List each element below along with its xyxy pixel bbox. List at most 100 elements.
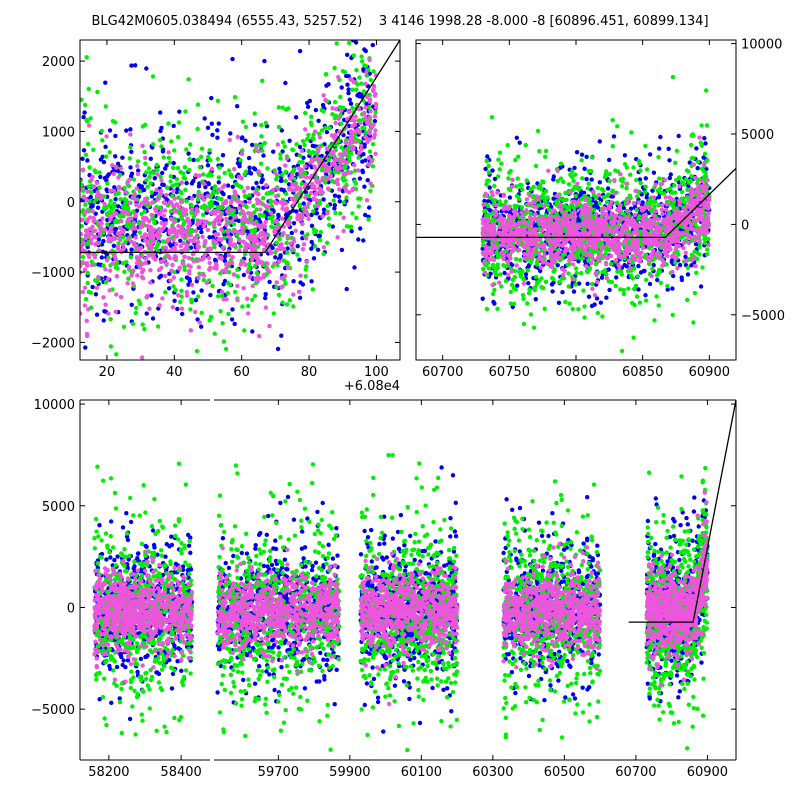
data-point-blue [149,194,155,199]
data-point-magenta [106,235,111,240]
data-point-magenta [257,333,262,339]
data-point-magenta [111,188,117,194]
data-point-magenta [334,106,339,112]
data-point-blue [578,192,583,197]
data-point-magenta [178,200,184,205]
data-point-blue [279,178,284,183]
data-point-blue [324,129,330,135]
data-point-green [84,117,89,123]
data-point-green [294,142,299,147]
data-point-blue [526,264,531,269]
data-point-green [247,261,252,267]
data-point-magenta [224,209,230,214]
data-point-green [103,104,109,109]
data-point-blue [685,272,691,277]
data-point-magenta [296,192,301,197]
data-point-magenta [266,204,271,209]
data-point-blue [337,199,342,204]
data-point-green [486,170,492,175]
data-point-magenta [241,286,246,291]
data-point-magenta [271,187,276,193]
data-point-magenta [251,233,257,239]
data-point-magenta [92,228,98,233]
data-point-green [344,195,349,200]
data-point-magenta [107,268,113,273]
data-point-green [154,162,159,168]
data-point-green [146,166,152,171]
data-point-green [209,173,214,178]
data-point-magenta [267,323,272,329]
data-point-blue [263,292,268,297]
data-point-blue [101,318,106,323]
data-point-green [642,190,648,195]
data-point-green [261,196,266,201]
data-point-magenta [178,244,183,249]
data-point-green [87,165,92,170]
data-point-blue [267,279,272,285]
data-point-green [333,210,338,216]
data-point-green [679,189,685,195]
data-point-green [624,185,629,191]
data-point-magenta [189,196,195,201]
data-point-green [621,291,627,297]
data-point-blue [295,244,300,249]
data-point-magenta [223,198,229,204]
data-point-green [97,170,102,175]
data-point-green [240,221,245,226]
data-point-magenta [144,294,149,300]
data-point-green [699,143,704,148]
data-point-blue [240,135,245,140]
data-point-magenta [119,219,124,224]
tl-ytick-label: −1000 [31,266,75,281]
data-point-green [215,98,221,104]
data-point-magenta [139,201,144,206]
data-point-green [283,169,288,175]
data-point-green [205,173,211,178]
data-point-green [172,148,177,153]
data-point-blue [88,204,94,210]
data-point-blue [517,140,522,145]
data-point-green [512,203,517,209]
data-point-magenta [232,228,238,233]
data-point-blue [195,317,200,322]
data-point-magenta [168,199,173,205]
data-point-blue [667,175,672,181]
data-point-green [579,158,584,163]
data-point-green [350,105,355,111]
data-point-blue [589,177,594,182]
data-point-green [576,253,581,258]
data-point-magenta [299,148,304,153]
data-point-blue [636,287,641,292]
data-point-magenta [159,208,164,214]
data-point-magenta [309,157,315,162]
data-point-blue [113,226,119,232]
data-point-magenta [157,303,162,308]
data-point-green [497,199,502,204]
data-point-green [634,177,639,183]
data-point-green [97,185,102,190]
data-point-magenta [348,77,353,82]
data-point-green [176,195,181,200]
data-point-magenta [232,189,237,194]
data-point-green [676,175,682,180]
data-point-magenta [325,168,330,173]
data-point-green [607,172,612,177]
data-point-green [167,160,172,165]
data-point-magenta [575,181,580,186]
data-point-blue [348,101,354,106]
data-point-magenta [237,238,242,243]
data-point-green [656,303,661,308]
data-point-green [559,276,564,281]
data-point-blue [263,295,268,301]
data-point-blue [157,275,162,280]
data-point-green [669,190,675,195]
data-point-blue [346,90,351,96]
data-point-blue [105,217,110,223]
data-point-magenta [373,91,378,97]
data-point-green [113,265,119,270]
data-point-magenta [306,216,311,222]
data-point-blue [345,52,350,57]
data-point-blue [276,212,281,218]
data-point-magenta [207,267,212,272]
